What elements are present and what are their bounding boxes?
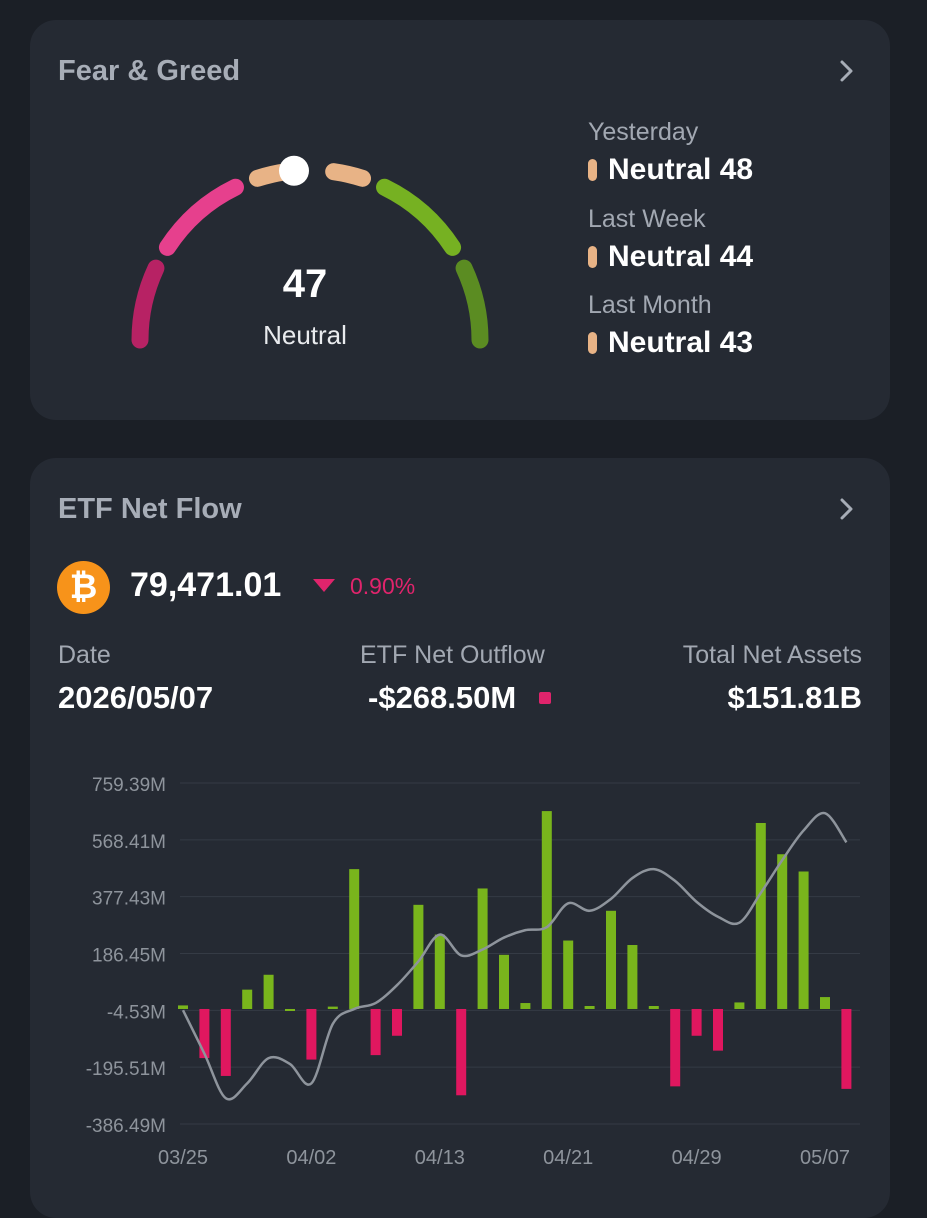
flow-bar[interactable]: [606, 910, 616, 1009]
flow-bar[interactable]: [434, 934, 445, 1009]
gauge-segment-fear: [158, 178, 244, 256]
chevron-right-icon[interactable]: [832, 56, 862, 86]
x-tick-label: 03/25: [158, 1147, 208, 1169]
x-tick-label: 04/29: [672, 1147, 722, 1169]
flow-bar[interactable]: [627, 945, 638, 1009]
bitcoin-icon: ₿: [57, 561, 110, 614]
flow-bar[interactable]: [648, 1006, 659, 1009]
fear-greed-gauge: [131, 155, 489, 349]
flow-bar[interactable]: [220, 1008, 231, 1076]
fear-greed-title: Fear & Greed: [58, 55, 241, 87]
flow-bar[interactable]: [263, 974, 274, 1009]
chevron-right-icon[interactable]: [832, 494, 862, 524]
flow-bar[interactable]: [798, 871, 809, 1009]
gauge-segment-greed: [376, 178, 462, 256]
history-value: Neutral 43: [608, 326, 754, 359]
y-tick-label: 377.43M: [92, 889, 166, 910]
history-value: Neutral 48: [608, 153, 754, 186]
y-tick-label: 759.39M: [92, 775, 166, 796]
flow-bar[interactable]: [456, 1008, 467, 1096]
y-tick-label: 186.45M: [92, 946, 166, 967]
gauge-segment-extreme-greed: [455, 259, 489, 349]
gauge-segment-extreme-fear: [131, 259, 165, 349]
flow-bar[interactable]: [713, 1008, 723, 1051]
flow-bar[interactable]: [820, 997, 830, 1009]
flow-bar[interactable]: [199, 1008, 210, 1059]
flow-bar[interactable]: [777, 854, 788, 1009]
flow-bar[interactable]: [178, 1005, 188, 1009]
etf-net-flow-card[interactable]: ETF Net Flow ₿ 79,471.01 0.90% Date 2026…: [30, 458, 890, 1218]
neutral-indicator: [588, 246, 597, 268]
bitcoin-symbol: ₿: [69, 568, 98, 606]
history-last-week: Last Week Neutral 44: [588, 205, 753, 274]
etf-title: ETF Net Flow: [58, 493, 242, 525]
flow-bar[interactable]: [306, 1008, 317, 1060]
flow-bar[interactable]: [755, 822, 766, 1009]
date-label: Date: [58, 641, 111, 669]
x-tick-label: 04/02: [286, 1147, 336, 1169]
history-label: Last Month: [588, 291, 712, 319]
flow-bar[interactable]: [734, 1002, 745, 1009]
gauge-indicator: [279, 155, 310, 186]
gauge-segment-neutral: [325, 163, 372, 187]
history-label: Yesterday: [588, 118, 699, 146]
flow-bar[interactable]: [327, 1006, 338, 1009]
etf-flow-chart[interactable]: 759.39M 568.41M 377.43M 186.45M -4.53M -195.5…: [30, 758, 890, 1178]
flow-bar[interactable]: [584, 1006, 595, 1009]
date-value: 2026/05/07: [58, 680, 214, 715]
history-yesterday: Yesterday Neutral 48: [588, 118, 753, 187]
flow-bar[interactable]: [370, 1008, 381, 1056]
flow-bar[interactable]: [670, 1008, 681, 1087]
x-tick-label: 05/07: [800, 1147, 850, 1169]
btc-price: 79,471.01: [130, 566, 282, 604]
total-assets-value: $151.81B: [727, 680, 862, 715]
history-value: Neutral 44: [608, 240, 754, 273]
x-tick-label: 04/21: [543, 1147, 593, 1169]
flow-bar[interactable]: [691, 1008, 702, 1036]
history-label: Last Week: [588, 205, 706, 233]
total-assets-label: Total Net Assets: [682, 641, 862, 669]
price-change: 0.90%: [350, 573, 416, 599]
flow-bar[interactable]: [349, 869, 360, 1009]
y-tick-label: -195.51M: [86, 1059, 166, 1080]
outflow-value: -$268.50M: [368, 680, 517, 715]
fear-greed-label: Neutral: [263, 320, 347, 350]
flow-bar[interactable]: [392, 1008, 402, 1036]
y-tick-label: -4.53M: [107, 1002, 166, 1023]
flow-bar[interactable]: [841, 1008, 852, 1089]
history-last-month: Last Month Neutral 43: [588, 291, 753, 360]
flow-bar[interactable]: [520, 1003, 531, 1009]
fear-greed-value: 47: [282, 262, 328, 306]
flow-bar[interactable]: [413, 904, 424, 1009]
neutral-indicator: [588, 332, 597, 354]
flow-bar[interactable]: [499, 954, 509, 1009]
down-triangle-icon: [313, 579, 335, 592]
flow-bar[interactable]: [563, 940, 574, 1009]
y-tick-label: -386.49M: [86, 1116, 166, 1137]
net-assets-trend-line: [181, 811, 848, 1101]
y-tick-label: 568.41M: [92, 832, 166, 853]
x-tick-label: 04/13: [415, 1147, 465, 1169]
neutral-indicator: [588, 159, 597, 181]
fear-greed-card[interactable]: Fear & Greed 47 Neutral Yesterday Neutra…: [30, 20, 890, 420]
flow-bar[interactable]: [242, 989, 253, 1009]
flow-bar[interactable]: [541, 811, 552, 1009]
outflow-indicator: [539, 692, 551, 704]
outflow-label: ETF Net Outflow: [360, 641, 545, 669]
flow-bar[interactable]: [285, 1008, 295, 1011]
